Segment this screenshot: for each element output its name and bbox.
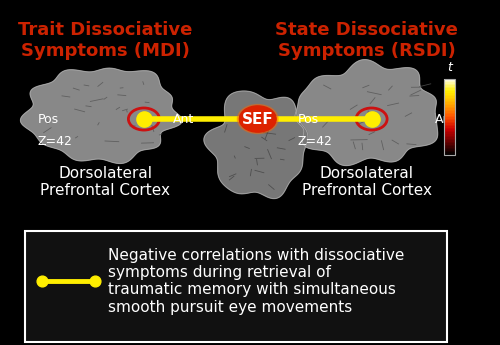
Text: t: t: [447, 61, 452, 74]
Bar: [444, 99, 455, 101]
Bar: [444, 120, 455, 122]
Text: SEF: SEF: [242, 111, 274, 127]
Text: Z=42: Z=42: [38, 135, 72, 148]
Bar: [444, 113, 455, 114]
Bar: [444, 141, 455, 143]
Text: Dorsolateral
Prefrontal Cortex: Dorsolateral Prefrontal Cortex: [40, 166, 170, 198]
Bar: [444, 148, 455, 149]
Bar: [444, 137, 455, 139]
Text: State Dissociative
Symptoms (RSDI): State Dissociative Symptoms (RSDI): [276, 21, 458, 59]
Polygon shape: [295, 60, 438, 166]
Bar: [444, 119, 455, 120]
Bar: [444, 143, 455, 145]
Bar: [444, 145, 455, 146]
Text: Ant: Ant: [434, 112, 456, 126]
Text: Z=42: Z=42: [298, 135, 332, 148]
Bar: [444, 87, 455, 88]
Bar: [444, 86, 455, 87]
Bar: [444, 88, 455, 90]
Bar: [444, 117, 455, 119]
Bar: [444, 134, 455, 136]
Bar: [444, 105, 455, 107]
Text: Ant: Ant: [173, 112, 194, 126]
Bar: [444, 124, 455, 125]
Bar: [444, 102, 455, 103]
Bar: [444, 84, 455, 86]
Bar: [444, 93, 455, 95]
Point: [92, 278, 100, 284]
Text: Pos: Pos: [298, 112, 318, 126]
Text: Pos: Pos: [38, 112, 58, 126]
Bar: [444, 140, 455, 141]
Polygon shape: [20, 68, 182, 164]
Polygon shape: [204, 91, 308, 198]
Point: [140, 116, 148, 122]
Bar: [444, 82, 455, 84]
Bar: [444, 114, 455, 116]
Circle shape: [238, 105, 278, 134]
Point: [38, 278, 46, 284]
Bar: [444, 139, 455, 140]
Bar: [444, 96, 455, 98]
Bar: [444, 152, 455, 154]
Bar: [444, 136, 455, 137]
Bar: [444, 131, 455, 132]
Bar: [444, 90, 455, 91]
Bar: [444, 81, 455, 82]
Bar: [444, 111, 455, 113]
Bar: [444, 101, 455, 102]
Bar: [444, 104, 455, 105]
Bar: [444, 91, 455, 93]
Bar: [444, 107, 455, 108]
FancyBboxPatch shape: [25, 231, 446, 342]
Bar: [444, 132, 455, 134]
Bar: [444, 128, 455, 129]
Bar: [444, 79, 455, 81]
Text: Dorsolateral
Prefrontal Cortex: Dorsolateral Prefrontal Cortex: [302, 166, 432, 198]
Circle shape: [240, 106, 276, 132]
Bar: [444, 122, 455, 124]
Text: Trait Dissociative
Symptoms (MDI): Trait Dissociative Symptoms (MDI): [18, 21, 193, 59]
Text: Negative correlations with dissociative
symptoms during retrieval of
traumatic m: Negative correlations with dissociative …: [108, 248, 404, 315]
Bar: [444, 116, 455, 117]
Bar: [444, 110, 455, 111]
Bar: [444, 129, 455, 131]
Bar: [444, 154, 455, 155]
Bar: [444, 151, 455, 152]
Bar: [444, 126, 455, 128]
Bar: [444, 125, 455, 126]
Bar: [444, 108, 455, 110]
Bar: [444, 95, 455, 96]
Bar: [444, 98, 455, 99]
Bar: [444, 79, 455, 155]
Point: [368, 116, 376, 122]
Bar: [444, 146, 455, 148]
Bar: [444, 149, 455, 151]
